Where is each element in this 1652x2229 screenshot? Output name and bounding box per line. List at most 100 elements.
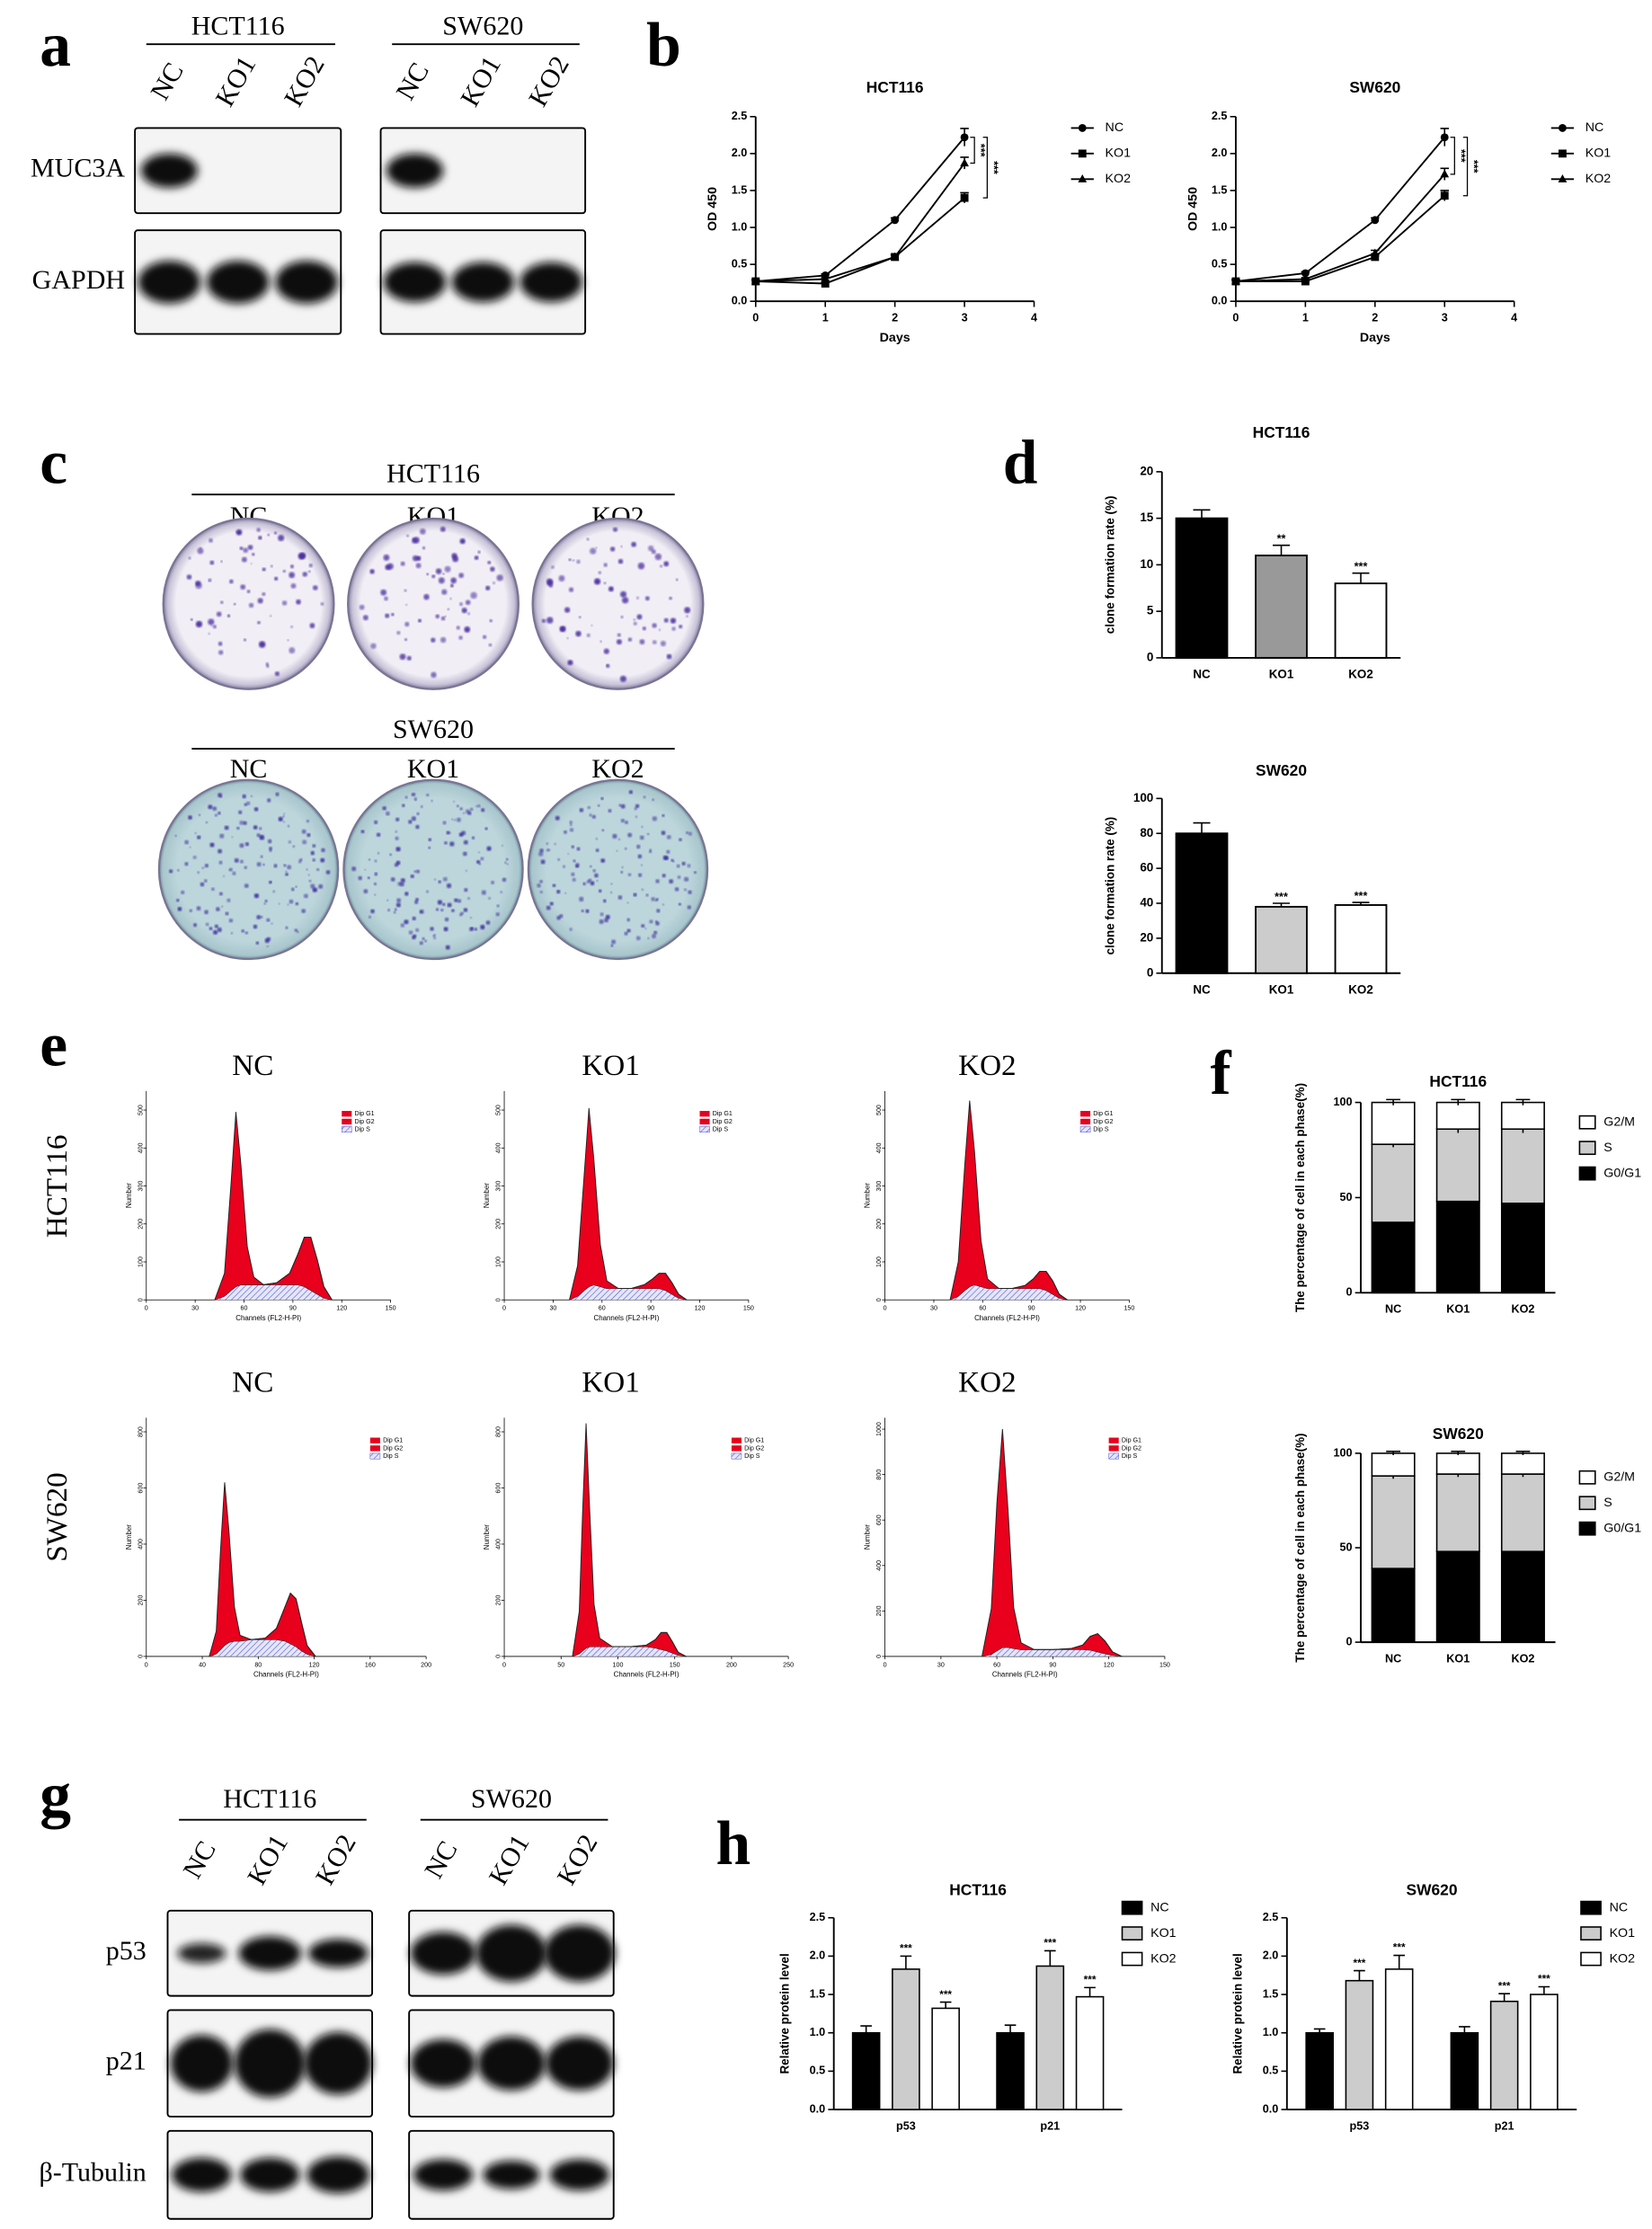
significance-label: *** [1393, 1941, 1406, 1954]
colony [267, 839, 272, 844]
legend-swatch [1578, 1470, 1596, 1485]
legend-swatch [1578, 1496, 1596, 1511]
colony [272, 890, 276, 893]
colony [265, 662, 269, 666]
point [1371, 216, 1380, 225]
colony [567, 660, 573, 666]
significance-label: *** [1354, 890, 1368, 902]
y-tick-label: 10 [1140, 557, 1153, 571]
colony [369, 569, 375, 574]
legend-label: NC [1106, 120, 1124, 135]
colony [218, 848, 223, 854]
blot-band [304, 2031, 373, 2095]
bar [892, 1968, 920, 2110]
colony [663, 561, 670, 567]
colony [600, 912, 604, 917]
colony [214, 813, 218, 817]
y-tick-label: 600 [495, 1483, 502, 1494]
colony [666, 835, 671, 839]
colony [208, 632, 210, 635]
colony [635, 804, 640, 809]
colony [444, 565, 451, 573]
colony [627, 832, 633, 838]
blot-band [240, 2157, 300, 2192]
series-line [1235, 173, 1445, 282]
blot-band [520, 262, 582, 303]
colony [591, 624, 593, 626]
lane-label: KO1 [484, 1830, 536, 1890]
x-tick-label: 0 [502, 1661, 506, 1668]
colony [239, 820, 244, 825]
colony [602, 899, 607, 903]
colony [385, 564, 391, 571]
error-bar [1515, 1098, 1531, 1106]
colony [567, 852, 570, 855]
colony [269, 849, 272, 852]
colony [435, 614, 440, 619]
colony [424, 939, 428, 943]
colony [223, 875, 226, 877]
colony [278, 535, 285, 542]
colony [633, 618, 635, 621]
colony [646, 832, 650, 836]
x-tick-label: p21 [1040, 2119, 1060, 2132]
colony [395, 836, 399, 840]
colony [395, 817, 400, 821]
colony [587, 805, 591, 810]
colony [679, 625, 683, 629]
colony [283, 821, 286, 823]
x-tick-label: 150 [670, 1661, 680, 1668]
colony [569, 828, 574, 832]
y-axis-label: The percentage of cell in each phase(%) [1293, 1433, 1307, 1662]
y-axis-label: Number [483, 1183, 491, 1208]
x-tick-label: 0 [145, 1305, 148, 1312]
colony [446, 883, 452, 889]
colony [620, 616, 624, 618]
lane-label: KO1 [242, 1830, 294, 1890]
point [1440, 191, 1449, 200]
legend-label: KO1 [1106, 147, 1132, 161]
colony [364, 868, 367, 871]
colony [240, 859, 244, 864]
colony [358, 875, 362, 881]
colony [681, 861, 686, 866]
colony [643, 795, 646, 799]
colony [306, 820, 309, 823]
y-tick-label: 15 [1140, 511, 1153, 524]
colony [444, 841, 448, 845]
colony [209, 927, 213, 930]
y-tick-label: 0.0 [1212, 295, 1228, 307]
x-tick-label: 250 [783, 1661, 794, 1668]
error-bar [860, 2025, 872, 2033]
x-tick-label: 2 [892, 312, 898, 324]
colony [374, 882, 377, 885]
legend-label: Dip G2 [354, 1118, 374, 1125]
bar [1334, 903, 1388, 974]
colony [463, 839, 468, 845]
colony [282, 569, 286, 573]
flow-area [209, 1639, 316, 1656]
lane-label: KO1 [210, 51, 262, 111]
colony [263, 902, 266, 905]
series-line [1235, 194, 1445, 282]
colony [620, 546, 623, 548]
point [1231, 276, 1240, 285]
x-tick-label: KO1 [1446, 1303, 1470, 1316]
colony [209, 537, 213, 543]
colony [603, 563, 608, 567]
series-line [755, 197, 965, 285]
y-tick-label: 600 [875, 1514, 883, 1525]
colony [287, 824, 290, 828]
colony [193, 923, 198, 928]
colony [431, 799, 433, 803]
colony [208, 618, 215, 626]
bar-segment [1371, 1221, 1416, 1294]
y-axis-label: Number [864, 1524, 872, 1550]
legend-label: Dip G1 [1122, 1437, 1141, 1444]
x-tick-label: 3 [1442, 312, 1448, 324]
colony [669, 596, 672, 600]
colony [312, 887, 317, 892]
point [890, 252, 900, 261]
colony [551, 565, 555, 569]
colony [433, 878, 437, 881]
